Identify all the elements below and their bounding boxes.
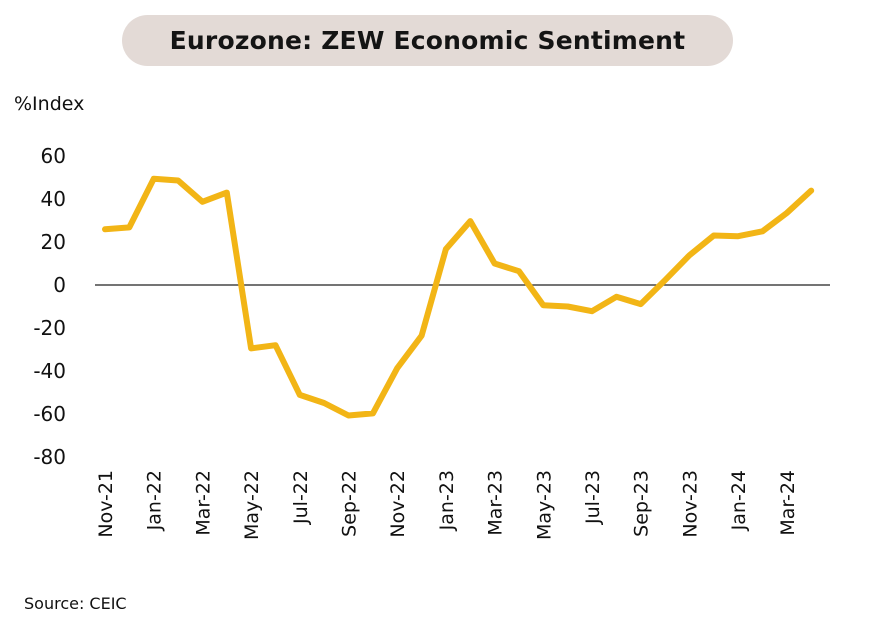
x-tick-label: Jul-23 xyxy=(582,470,604,525)
y-tick-label: -80 xyxy=(33,445,66,469)
x-tick-label: Jan-22 xyxy=(144,470,166,531)
chart-title-pill: Eurozone: ZEW Economic Sentiment xyxy=(122,15,733,66)
x-tick-label: Sep-22 xyxy=(339,470,361,537)
x-tick-label: Jan-24 xyxy=(728,470,750,531)
y-tick-label: -20 xyxy=(33,316,66,340)
series-line xyxy=(102,175,815,419)
x-tick-label: Nov-21 xyxy=(95,470,117,538)
y-tick-label: -60 xyxy=(33,402,66,426)
y-axis-unit-label: %Index xyxy=(14,93,85,115)
x-tick-label: Nov-23 xyxy=(679,470,701,538)
y-tick-label: 40 xyxy=(41,187,66,211)
x-tick-label: Mar-22 xyxy=(192,470,214,536)
source-note: Source: CEIC xyxy=(24,594,127,613)
x-tick-label: May-22 xyxy=(241,470,263,540)
x-tick-label: Jul-22 xyxy=(290,470,312,525)
x-tick-label: Sep-23 xyxy=(631,470,653,537)
y-tick-label: 20 xyxy=(41,230,66,254)
y-tick-label: 0 xyxy=(53,273,66,297)
x-tick-label: Jan-23 xyxy=(436,470,458,531)
y-tick-label: 60 xyxy=(41,144,66,168)
chart-title: Eurozone: ZEW Economic Sentiment xyxy=(169,26,686,55)
x-tick-label: May-23 xyxy=(533,470,555,540)
y-tick-label: -40 xyxy=(33,359,66,383)
x-tick-label: Nov-22 xyxy=(387,470,409,538)
x-tick-label: Mar-23 xyxy=(485,470,507,536)
x-tick-label: Mar-24 xyxy=(777,470,799,536)
